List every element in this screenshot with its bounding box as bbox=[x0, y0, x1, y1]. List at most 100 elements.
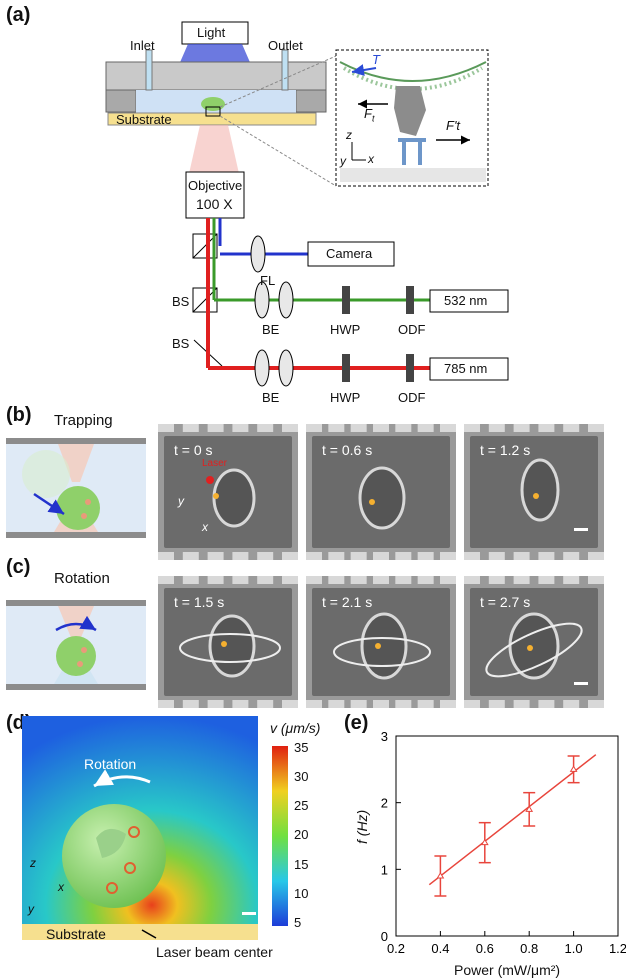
optical-setup-diagram bbox=[105, 21, 509, 387]
chart-ylabel: f (Hz) bbox=[354, 809, 370, 844]
rotation-schematic bbox=[6, 600, 146, 690]
cell-spot bbox=[201, 97, 225, 111]
rotation-frame-1: t = 1.5 s bbox=[158, 576, 298, 708]
rotation-title: Rotation bbox=[54, 570, 110, 587]
x-tick-label: 0.8 bbox=[520, 941, 538, 956]
hwp-label-1: HWP bbox=[330, 322, 361, 337]
rotation-cell-1 bbox=[179, 614, 281, 678]
colorbar-title: v (μm/s) bbox=[270, 720, 321, 736]
trapping-frame-1: t = 0 s Laser y x bbox=[158, 424, 298, 560]
outlet-label: Outlet bbox=[268, 38, 303, 53]
hwp-label-2: HWP bbox=[330, 390, 361, 405]
odf-label-2: ODF bbox=[398, 390, 426, 405]
be-label-2: BE bbox=[262, 390, 280, 405]
panel-label-e: (e) bbox=[344, 712, 369, 734]
colorbar bbox=[272, 746, 288, 926]
colorbar-ticks: 35 30 25 20 15 10 5 bbox=[294, 740, 308, 930]
objective-mag-label: 100 X bbox=[196, 196, 233, 212]
y-tick-label: 2 bbox=[381, 796, 388, 811]
fl-label: FL bbox=[260, 273, 276, 288]
y-tick-label: 1 bbox=[381, 862, 388, 877]
bs-label-2: BS bbox=[172, 336, 190, 351]
inset-axis-y: y bbox=[340, 154, 346, 168]
colorbar-tick: 30 bbox=[294, 769, 309, 785]
objective-label: Objective bbox=[188, 178, 243, 193]
inlet-tube bbox=[145, 49, 153, 91]
flow-axis-x: x bbox=[58, 880, 64, 894]
flow-substrate bbox=[22, 924, 258, 940]
laser-785-box bbox=[429, 357, 509, 381]
laser-marker-label: Laser bbox=[202, 458, 228, 469]
fit-line bbox=[428, 754, 597, 886]
inset-axis-x: x bbox=[368, 152, 374, 166]
trapping-time-1: t = 0 s bbox=[174, 442, 213, 458]
rotation-cell-2 bbox=[333, 612, 431, 680]
chamber-top-plate bbox=[105, 61, 327, 91]
inlet-label: Inlet bbox=[130, 38, 155, 53]
colorbar-tick: 5 bbox=[294, 914, 302, 930]
flow-substrate-label: Substrate bbox=[46, 926, 106, 942]
trapping-title: Trapping bbox=[54, 412, 113, 429]
chamber-right-wall bbox=[295, 89, 327, 113]
panel-label-b: (b) bbox=[6, 404, 32, 426]
trapping-schematic bbox=[6, 438, 146, 538]
inset-torque-label: T bbox=[372, 52, 380, 67]
chart-xlabel: Power (mW/μm²) bbox=[454, 962, 561, 978]
fl-lens bbox=[250, 235, 266, 273]
objective-lens bbox=[185, 171, 245, 219]
bs-label-1: BS bbox=[172, 294, 190, 309]
x-tick-label: 0.2 bbox=[387, 941, 405, 956]
rotation-time-1: t = 1.5 s bbox=[174, 594, 225, 610]
trapping-frame-2: t = 0.6 s bbox=[306, 424, 456, 560]
data-point bbox=[436, 872, 445, 879]
trapping-time-2: t = 0.6 s bbox=[322, 442, 373, 458]
camera-box bbox=[307, 241, 395, 267]
trapping-cell-2 bbox=[358, 466, 406, 530]
rotation-frame-3: t = 2.7 s bbox=[464, 576, 604, 708]
trapping-axis-y: y bbox=[178, 494, 184, 508]
panel-label-a: (a) bbox=[6, 4, 31, 26]
light-label: Light bbox=[197, 25, 226, 40]
colorbar-tick: 25 bbox=[294, 798, 309, 814]
plot-frame bbox=[395, 735, 619, 937]
camera-label: Camera bbox=[326, 246, 373, 261]
laser-532-box bbox=[429, 289, 509, 313]
chamber-left-wall bbox=[105, 89, 137, 113]
trapping-axis-x: x bbox=[202, 520, 208, 534]
inset-axis-z: z bbox=[346, 128, 352, 142]
flow-axis-z: z bbox=[30, 856, 36, 870]
inset-force-label: Ft bbox=[364, 106, 375, 124]
laser-785-label: 785 nm bbox=[444, 361, 488, 376]
rotation-cell-3 bbox=[485, 612, 588, 685]
rotation-time-3: t = 2.7 s bbox=[480, 594, 531, 610]
panel-label-c: (c) bbox=[6, 556, 31, 578]
data-point bbox=[569, 765, 578, 772]
trapping-cell-3 bbox=[520, 458, 588, 531]
y-tick-label: 3 bbox=[381, 729, 388, 744]
colorbar-tick: 10 bbox=[294, 885, 309, 901]
power-frequency-chart: 0.2 0.4 0.6 0.8 1.0 1.2 0 1 2 3 bbox=[381, 729, 626, 956]
data-point bbox=[525, 805, 534, 812]
colorbar-tick: 15 bbox=[294, 856, 309, 872]
flow-laser-center-label: Laser beam center bbox=[156, 944, 273, 960]
be-label-1: BE bbox=[262, 322, 280, 337]
odf-label-1: ODF bbox=[398, 322, 426, 337]
inset-protein bbox=[394, 86, 426, 136]
y-tick-label: 0 bbox=[381, 929, 388, 944]
data-point bbox=[480, 838, 489, 846]
x-tick-label: 0.4 bbox=[431, 941, 449, 956]
outlet-tube bbox=[281, 49, 289, 91]
flow-axis-y: y bbox=[28, 902, 34, 916]
colorbar-tick: 35 bbox=[294, 740, 309, 755]
flow-field-map bbox=[22, 716, 288, 940]
x-tick-label: 1.2 bbox=[609, 941, 626, 956]
x-tick-label: 1.0 bbox=[565, 941, 583, 956]
x-tick-label: 0.6 bbox=[476, 941, 494, 956]
colorbar-tick: 20 bbox=[294, 827, 309, 843]
laser-532-label: 532 nm bbox=[444, 293, 488, 308]
trapping-cell-1 bbox=[206, 468, 256, 528]
plot-area: 0.2 0.4 0.6 0.8 1.0 1.2 0 1 2 3 bbox=[381, 729, 626, 956]
rotation-frame-2: t = 2.1 s bbox=[306, 576, 456, 708]
flow-cell bbox=[62, 804, 166, 908]
inset-force-prime-label: F't bbox=[446, 118, 461, 133]
